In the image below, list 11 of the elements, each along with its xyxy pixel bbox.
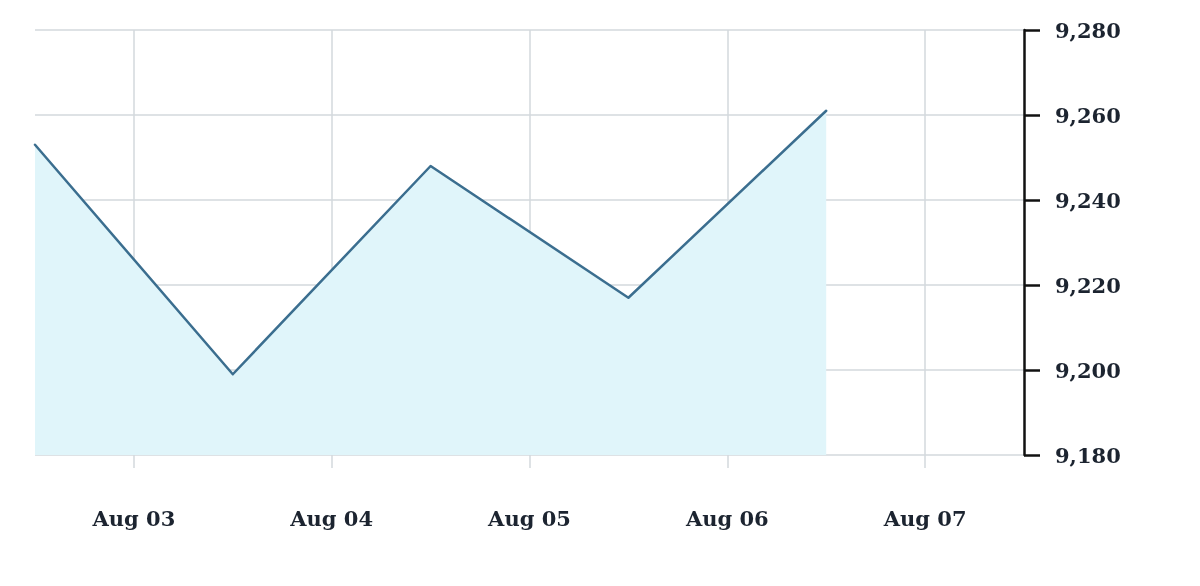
y-tick-label: 9,240 [1055, 187, 1121, 213]
y-tick-label: 9,200 [1055, 357, 1121, 383]
y-tick-label: 9,280 [1055, 17, 1121, 43]
x-tick-label: Aug 06 [684, 506, 769, 531]
y-tick-label: 9,180 [1055, 442, 1121, 468]
x-tick-label: Aug 04 [289, 506, 374, 531]
x-tick-label: Aug 03 [91, 506, 176, 531]
y-tick-label: 9,220 [1055, 272, 1121, 298]
x-tick-label: Aug 07 [882, 506, 967, 531]
x-tick-label: Aug 05 [487, 506, 571, 531]
y-tick-label: 9,260 [1055, 102, 1121, 128]
